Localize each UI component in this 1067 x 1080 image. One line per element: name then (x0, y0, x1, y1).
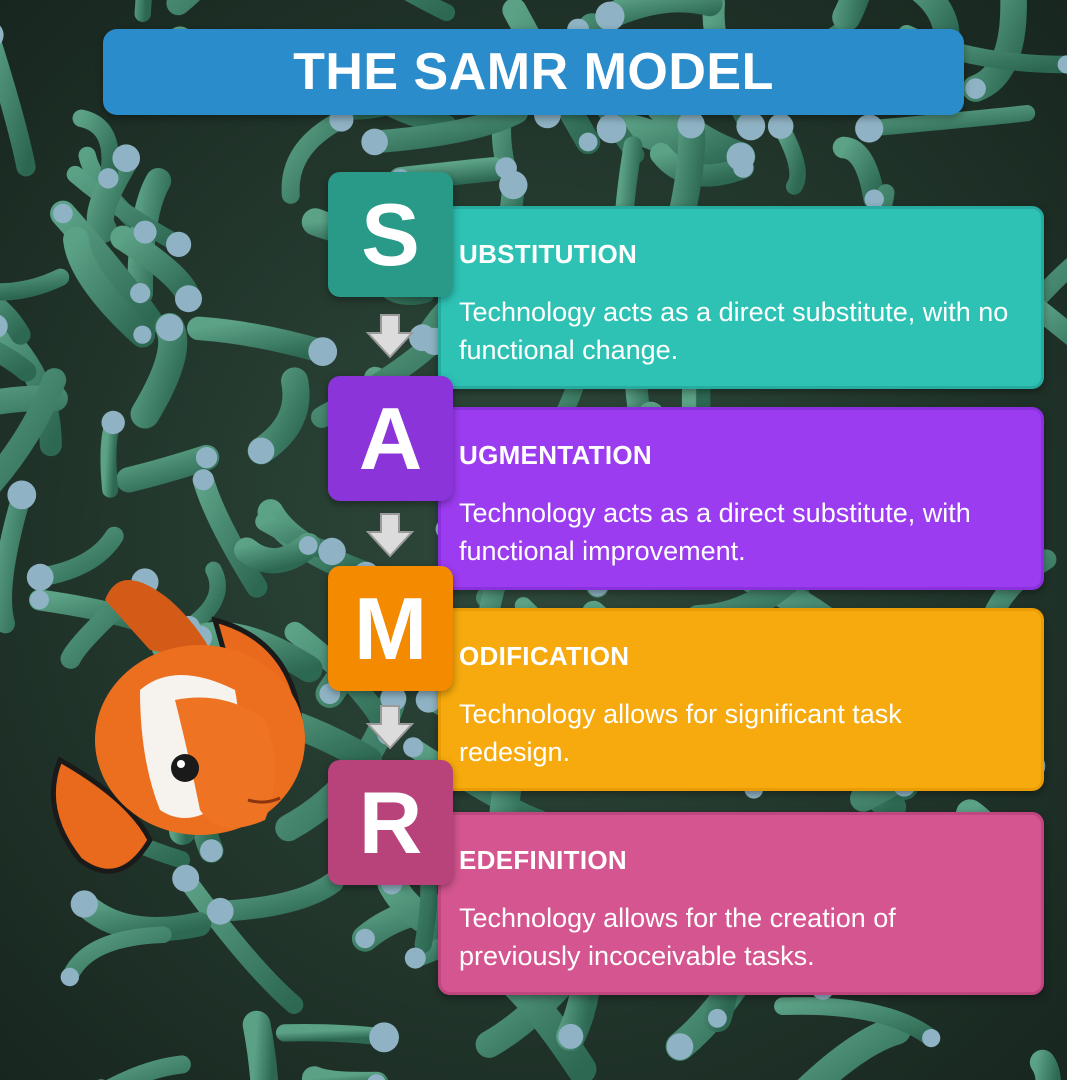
anemone-tentacle (0, 316, 62, 457)
anemone-tentacle (106, 1055, 191, 1080)
letter-tile-s: S (328, 172, 453, 297)
anemone-tip (98, 168, 119, 189)
anemone-tip (30, 590, 49, 610)
anemone-tip (415, 687, 442, 713)
stage-panel-redefinition: EDEFINITION Technology allows for the cr… (438, 812, 1044, 995)
anemone-tentacle (176, 869, 304, 1014)
arrow-down-icon (365, 314, 415, 359)
anemone-tip (677, 111, 705, 139)
stage-description: Technology acts as a direct substitute, … (459, 498, 971, 566)
anemone-tip (922, 1029, 941, 1048)
anemone-tip (206, 897, 234, 925)
anemone-tentacle (275, 1024, 393, 1046)
anemone-tentacle (134, 0, 152, 22)
letter-tile-r: R (328, 760, 453, 885)
letter-tile-m: M (328, 566, 453, 691)
anemone-tip (133, 325, 152, 344)
anemone-tentacle (0, 36, 36, 177)
stage-description: Technology allows for significant task r… (459, 699, 902, 767)
letter-tile-a: A (328, 376, 453, 501)
title-banner: THE SAMR MODEL (103, 29, 964, 115)
anemone-tip (0, 314, 8, 338)
stage-description: Technology acts as a direct substitute, … (459, 297, 1009, 365)
anemone-tip (595, 1, 625, 31)
anemone-tentacle (0, 295, 31, 345)
anemone-tentacle (63, 226, 156, 348)
anemone-tentacle (281, 110, 351, 204)
anemone-tentacle (242, 1010, 279, 1080)
anemone-tip (380, 685, 407, 712)
anemone-tentacle (861, 105, 1036, 137)
anemone-tip (1057, 55, 1067, 74)
anemone-tentacle (774, 997, 941, 1047)
anemone-tip (26, 563, 54, 591)
anemone-tip (369, 1022, 399, 1053)
stage-description: Technology allows for the creation of pr… (459, 903, 896, 971)
anemone-tentacle (363, 101, 529, 154)
anemone-tip (298, 536, 318, 555)
anemone-tip (133, 220, 157, 244)
anemone-tip (666, 1033, 694, 1060)
anemone-tentacle (187, 316, 335, 364)
anemone-tip (361, 128, 388, 156)
anemone-tip (101, 410, 125, 435)
anemone-tip (0, 25, 4, 45)
stage-panel-modification: ODIFICATION Technology allows for signif… (438, 608, 1044, 791)
anemone-tip (708, 1008, 727, 1028)
anemone-tentacle (66, 165, 188, 253)
anemone-tip (156, 313, 184, 342)
anemone-tip (499, 170, 528, 200)
stage-heading: ODIFICATION (459, 641, 630, 671)
anemone-tip (767, 113, 794, 139)
anemone-tip (733, 157, 754, 178)
anemone-tip (596, 113, 627, 144)
anemone-tip (367, 1074, 386, 1080)
anemone-tentacle (0, 368, 67, 492)
anemone-tip (355, 928, 375, 949)
anemone-tip (248, 437, 275, 464)
anemone-tip (558, 1023, 584, 1049)
anemone-tentacle (404, 0, 456, 21)
anemone-tip (308, 337, 338, 366)
anemone-tip (175, 285, 202, 313)
anemone-tip (195, 446, 218, 469)
anemone-tip (403, 737, 424, 758)
anemone-tip (172, 864, 200, 892)
anemone-tentacle (0, 268, 70, 301)
anemone-tip (112, 144, 140, 172)
anemone-tip (864, 189, 884, 209)
anemone-tentacle (209, 871, 344, 922)
anemone-tip (200, 839, 223, 863)
anemone-tip (130, 283, 151, 304)
anemone-tip (404, 947, 426, 969)
arrow-down-icon (365, 705, 415, 750)
arrow-down-icon (365, 513, 415, 558)
page-title: THE SAMR MODEL (293, 43, 774, 101)
stage-heading: UBSTITUTION (459, 239, 638, 269)
anemone-tentacle (0, 485, 32, 634)
anemone-tentacle (832, 0, 870, 32)
anemone-tip (70, 890, 98, 918)
anemone-tentacle (0, 341, 37, 382)
anemone-tip (578, 132, 598, 152)
stage-panel-augmentation: UGMENTATION Technology acts as a direct … (438, 407, 1044, 590)
stage-heading: UGMENTATION (459, 440, 652, 470)
clownfish-image (50, 580, 305, 874)
anemone-tip (965, 78, 986, 99)
anemone-tip (60, 967, 79, 987)
anemone-tip (736, 111, 766, 141)
anemone-tip (855, 114, 884, 143)
anemone-tip (53, 203, 73, 224)
anemone-tip (192, 469, 214, 491)
stage-heading: EDEFINITION (459, 845, 627, 875)
anemone-tip (166, 231, 192, 257)
stage-panel-substitution: UBSTITUTION Technology acts as a direct … (438, 206, 1044, 389)
anemone-tip (318, 537, 346, 566)
anemone-tip (7, 480, 37, 510)
anemone-tentacle (1029, 1049, 1061, 1080)
anemone-tentacle (797, 1015, 911, 1080)
